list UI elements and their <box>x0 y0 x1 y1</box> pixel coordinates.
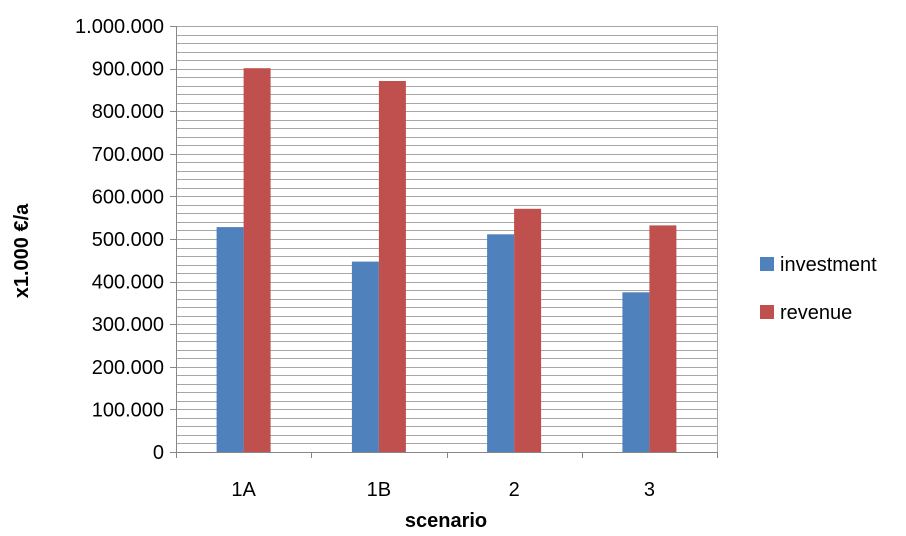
legend-swatch-revenue <box>760 305 774 319</box>
y-axis-title: x1.000 €/a <box>11 203 33 298</box>
y-tick-label: 800.000 <box>92 101 164 123</box>
x-tick-label: 2 <box>509 479 520 501</box>
y-tick-label: 100.000 <box>92 399 164 421</box>
axes <box>170 26 718 458</box>
y-tick-label: 600.000 <box>92 186 164 208</box>
bar-revenue-3 <box>649 225 677 452</box>
legend: investment revenue <box>760 254 877 324</box>
x-axis-title: scenario <box>405 510 487 532</box>
y-tick-label: 400.000 <box>92 272 164 294</box>
bar-investment-3 <box>622 292 650 453</box>
bar-investment-2 <box>487 234 515 452</box>
y-axis-tick-labels: 0 100.000 200.000 300.000 400.000 500.000 600.… <box>75 16 164 464</box>
y-tick-label: 200.000 <box>92 357 164 379</box>
y-tick-label: 0 <box>153 442 164 464</box>
x-axis-tick-labels: 1A 1B 2 3 <box>231 479 655 501</box>
y-tick-label: 900.000 <box>92 59 164 81</box>
bar-investment-1B <box>351 261 379 452</box>
legend-label-investment: investment <box>780 254 877 276</box>
y-tick-label: 700.000 <box>92 144 164 166</box>
y-tick-label: 500.000 <box>92 229 164 251</box>
x-tick-label: 1B <box>367 479 391 501</box>
bar-revenue-2 <box>514 208 542 452</box>
legend-swatch-investment <box>760 257 774 271</box>
x-tick-label: 3 <box>644 479 655 501</box>
legend-label-revenue: revenue <box>780 302 852 324</box>
bar-revenue-1B <box>378 81 406 452</box>
bars <box>216 68 677 453</box>
y-tick-label: 300.000 <box>92 314 164 336</box>
bar-investment-1A <box>216 227 244 452</box>
y-tick-label: 1.000.000 <box>75 16 164 38</box>
bar-revenue-1A <box>243 68 271 452</box>
x-tick-label: 1A <box>231 479 256 501</box>
